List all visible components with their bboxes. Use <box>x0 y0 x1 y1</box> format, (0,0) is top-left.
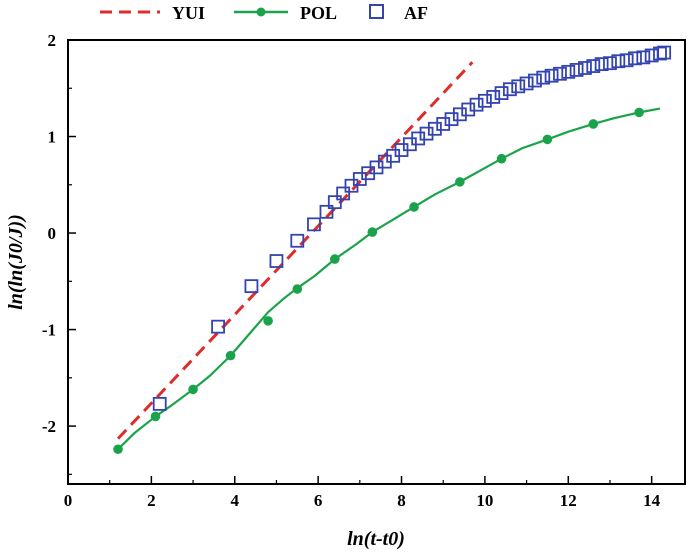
legend-af-marker <box>369 4 384 19</box>
series-pol-point <box>263 316 273 326</box>
series-af-point <box>452 107 467 122</box>
y-tick-label: -2 <box>42 417 56 436</box>
series-af-point <box>578 61 592 75</box>
series-af-point <box>486 90 501 104</box>
x-tick-label: 8 <box>397 491 406 510</box>
series-pol-line <box>117 107 661 451</box>
x-tick-label: 0 <box>64 491 73 510</box>
legend-pol-label: POL <box>300 3 337 23</box>
series-af-point <box>657 45 672 60</box>
series-af-point <box>519 76 534 91</box>
x-tick-label: 12 <box>560 491 577 510</box>
series-pol-point <box>455 177 465 187</box>
series-af-point <box>503 82 517 97</box>
series-pol-point <box>542 134 553 145</box>
series-af-point <box>336 186 351 201</box>
series-af-point <box>244 279 259 294</box>
legend-yui-label: YUI <box>172 3 205 23</box>
series-af-point <box>444 112 459 127</box>
x-tick-label: 10 <box>476 491 493 510</box>
series-af-point <box>327 195 342 210</box>
series-af-point <box>269 254 284 268</box>
series-af-point <box>611 54 626 69</box>
series-af-point <box>561 64 576 79</box>
y-tick-label: 0 <box>48 224 57 243</box>
y-tick-label: -1 <box>42 321 56 340</box>
series-af-point <box>536 70 551 85</box>
series-af-point <box>586 59 601 73</box>
series-layer <box>113 45 672 455</box>
series-af-point <box>211 319 225 334</box>
series-af-point <box>411 131 426 146</box>
series-af-point <box>636 50 651 65</box>
x-tick-label: 6 <box>314 491 323 510</box>
series-af-point <box>603 56 617 71</box>
series-af-point <box>436 117 451 131</box>
y-tick-label: 1 <box>48 128 57 147</box>
legend-af-label: AF <box>404 3 428 23</box>
legend: YUI POL AF <box>100 3 428 23</box>
series-af-point <box>653 46 667 61</box>
series-af-point <box>307 217 321 232</box>
series-af-point <box>494 86 509 100</box>
series-pol-point <box>292 284 303 294</box>
series-pol-point <box>188 384 198 395</box>
series-af-point <box>152 396 167 411</box>
series-pol-point <box>496 153 507 164</box>
series-af-point <box>544 68 559 83</box>
series-af-point <box>553 66 567 81</box>
series-af-point <box>319 204 334 219</box>
x-tick-label: 2 <box>147 491 156 510</box>
series-af-point <box>628 51 642 66</box>
plot-frame <box>67 39 686 485</box>
series-af-point <box>290 233 305 248</box>
series-af-point <box>427 121 442 136</box>
series-pol-point <box>330 254 340 264</box>
series-af-point <box>461 102 476 117</box>
series-pol-point <box>634 107 644 118</box>
series-yui-line <box>116 61 474 440</box>
series-pol-point <box>588 119 599 129</box>
series-pol-point <box>409 202 419 212</box>
series-af-point <box>619 53 634 68</box>
series-af-point <box>477 93 492 108</box>
series-pol-point <box>113 444 123 455</box>
series-af-point <box>528 73 542 88</box>
y-tick-label: 2 <box>48 31 57 50</box>
series-af-point <box>469 97 484 112</box>
legend-pol-marker <box>256 7 266 17</box>
y-axis-title: ln(ln(J0/J)) <box>5 214 27 310</box>
x-tick-label: 14 <box>643 491 661 510</box>
series-pol-point <box>225 350 236 361</box>
x-axis-title: ln(t-t0) <box>347 528 405 550</box>
series-af-point <box>569 63 584 77</box>
series-af-point <box>511 79 526 94</box>
series-af-point <box>419 126 434 141</box>
series-pol-point <box>150 411 161 422</box>
x-tick-label: 4 <box>231 491 240 510</box>
series-af-point <box>594 57 609 72</box>
series-pol-point <box>367 227 378 237</box>
